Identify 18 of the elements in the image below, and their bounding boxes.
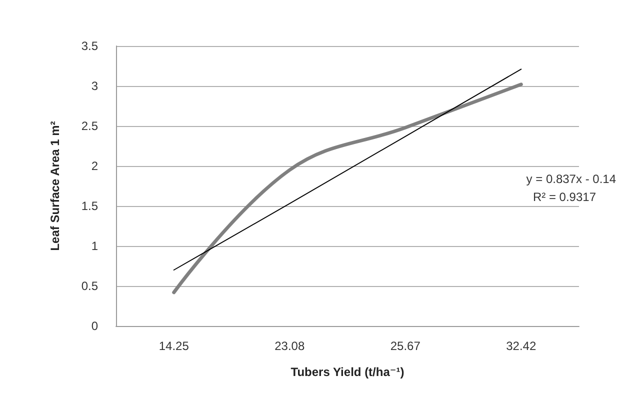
x-tick-label: 32.42: [506, 339, 536, 353]
annotation: R² = 0.9317: [532, 190, 596, 204]
y-axis-title: Leaf Surface Area 1 m²: [48, 121, 62, 251]
x-axis-title: Tubers Yield (t/ha⁻¹): [290, 365, 404, 379]
y-tick-label: 0.5: [81, 279, 98, 293]
line-series: [173, 68, 522, 270]
y-tick-label: 2: [91, 159, 98, 173]
y-tick-label: 3: [91, 79, 98, 93]
x-tick-label: 25.67: [390, 339, 421, 353]
y-tick-label: 2.5: [81, 119, 98, 133]
y-tick-label: 1.5: [81, 199, 98, 213]
y-tick-label: 0: [91, 319, 98, 333]
y-tick-label: 3.5: [81, 39, 98, 53]
line-series: [172, 82, 523, 294]
x-tick-label: 14.25: [158, 339, 190, 353]
x-tick-label: 23.08: [274, 339, 305, 353]
annotation: y = 0.837x - 0.14: [526, 172, 616, 186]
y-tick-label: 1: [91, 239, 98, 253]
